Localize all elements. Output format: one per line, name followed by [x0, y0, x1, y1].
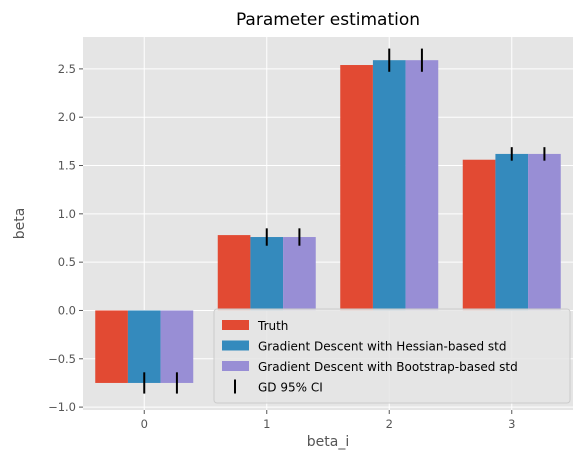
chart-title: Parameter estimation [236, 10, 420, 30]
bar [372, 60, 406, 311]
bar [283, 237, 316, 311]
x-tick-label: 2 [386, 417, 393, 431]
y-tick-label: 2.5 [58, 62, 76, 76]
y-tick-label: 1.0 [58, 207, 76, 221]
bar [340, 65, 373, 311]
legend-label: Gradient Descent with Hessian-based std [258, 340, 506, 354]
x-tick-label: 1 [263, 417, 270, 431]
legend-box [213, 308, 571, 404]
error-bars [143, 48, 546, 394]
bars [95, 60, 561, 383]
legend-label: Truth [257, 319, 288, 333]
legend: Truth Gradient Descent with Hessian-based… [213, 308, 571, 404]
bar [160, 310, 194, 383]
bar [405, 60, 439, 311]
y-tick-label: −0.5 [48, 352, 76, 366]
legend-swatch [222, 320, 249, 330]
legend-swatch [222, 340, 249, 351]
bar [95, 310, 128, 383]
bar [127, 310, 161, 383]
legend-label: Gradient Descent with Bootstrap-based st… [258, 360, 518, 374]
x-axis-ticks: 0 1 2 3 [141, 410, 515, 431]
y-tick-label: 0.5 [58, 255, 76, 269]
legend-swatch [222, 361, 249, 371]
y-tick-label: −1.0 [48, 400, 76, 414]
x-axis-label: beta_i [307, 434, 349, 450]
y-tick-label: 1.5 [58, 159, 76, 173]
x-tick-label: 0 [141, 417, 148, 431]
bar [217, 235, 251, 311]
y-axis-ticks: −1.0 −0.5 0.0 0.5 1.0 1.5 2.0 2.5 [48, 62, 83, 414]
bar [495, 153, 529, 311]
x-tick-label: 3 [508, 417, 515, 431]
legend-label: GD 95% CI [258, 381, 323, 395]
bar [528, 153, 561, 311]
bar [462, 159, 496, 311]
y-axis-label: beta [12, 208, 28, 240]
y-tick-label: 2.0 [58, 110, 76, 124]
bar [250, 237, 284, 311]
y-tick-label: 0.0 [58, 303, 76, 317]
